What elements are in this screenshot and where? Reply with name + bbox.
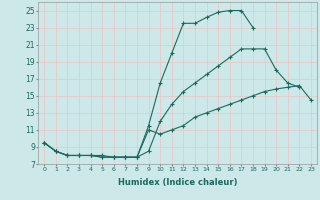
X-axis label: Humidex (Indice chaleur): Humidex (Indice chaleur): [118, 178, 237, 187]
